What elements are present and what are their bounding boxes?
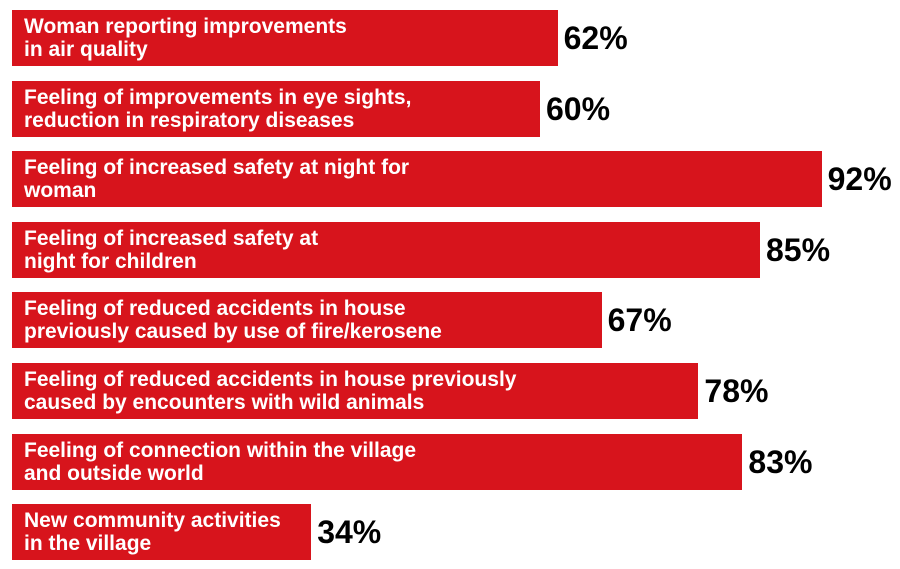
bar [12, 363, 699, 419]
bar [12, 80, 540, 137]
category-label: Feeling of reduced accidents in house pr… [24, 297, 442, 344]
value-label: 85% [766, 231, 831, 268]
value-label: 78% [704, 373, 769, 409]
category-label: Feeling of increased safety at night for… [24, 156, 410, 203]
category-label: Feeling of increased safety at night for… [24, 226, 319, 273]
value-label: 62% [563, 20, 628, 56]
value-label: 92% [827, 161, 892, 198]
value-label: 34% [317, 514, 382, 551]
bar [12, 10, 558, 66]
category-label: Feeling of reduced accidents in house pr… [24, 368, 517, 414]
bar [12, 292, 602, 349]
bar [12, 151, 822, 208]
category-label: Woman reporting improvements in air qual… [24, 15, 347, 61]
bar [12, 433, 743, 490]
category-label: Feeling of improvements in eye sights, r… [24, 85, 412, 132]
category-label: New community activities in the village [24, 509, 281, 556]
bar [12, 504, 312, 561]
value-label: 67% [607, 302, 672, 339]
category-label: Feeling of connection within the village… [24, 438, 417, 485]
bar [12, 221, 760, 278]
value-label: 60% [546, 90, 611, 127]
value-label: 83% [748, 443, 813, 480]
